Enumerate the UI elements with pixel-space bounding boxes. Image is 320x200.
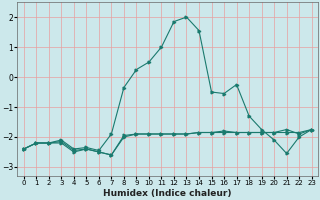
X-axis label: Humidex (Indice chaleur): Humidex (Indice chaleur)	[103, 189, 232, 198]
